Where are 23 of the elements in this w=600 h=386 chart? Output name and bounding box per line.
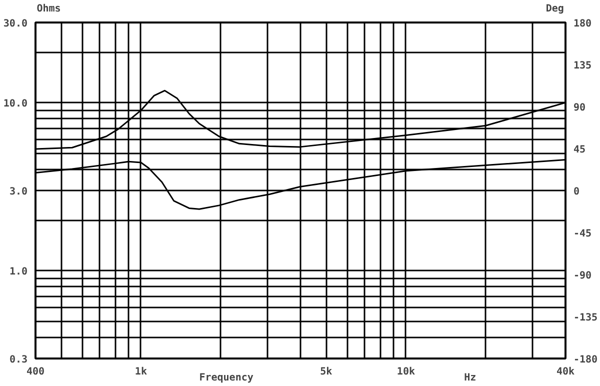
x-axis-title: Frequency [199, 372, 254, 384]
y-tick-label: 10.0 [3, 98, 28, 110]
y2-tick-label: 0 [574, 186, 580, 198]
y-tick-label: 0.3 [9, 354, 28, 366]
x-tick-label: 10k [396, 366, 415, 378]
y2-tick-label: 90 [574, 102, 586, 114]
y2-tick-label: 135 [574, 60, 592, 72]
y-tick-label: 1.0 [9, 266, 28, 278]
y2-tick-label: 45 [574, 144, 586, 156]
y-tick-label: 30.0 [3, 18, 28, 30]
y2-tick-label: -180 [574, 354, 598, 366]
x-tick-label: 40k [556, 366, 575, 378]
y-axis-title: Ohms [36, 4, 61, 14]
y2-tick-label: -45 [574, 228, 592, 240]
y2-tick-label: 180 [574, 18, 592, 30]
y2-tick-label: -135 [574, 312, 598, 324]
x-tick-label: 400 [26, 366, 45, 378]
x-tick-label: 1k [134, 366, 147, 378]
y2-tick-label: -90 [574, 270, 592, 282]
y2-axis-title: Deg [546, 4, 564, 14]
x-tick-label: 5k [320, 366, 332, 378]
text: Hz [464, 372, 476, 384]
y-tick-label: 3.0 [9, 186, 28, 198]
